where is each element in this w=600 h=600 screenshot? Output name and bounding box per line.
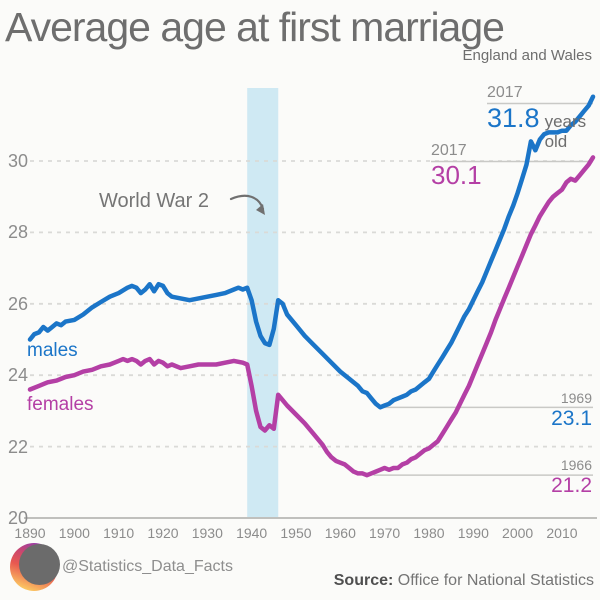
x-axis-tick-2010: 2010: [546, 525, 578, 541]
annotation-males-min-year: 1969: [560, 390, 592, 406]
x-axis-tick-1940: 1940: [236, 525, 268, 541]
x-axis-tick-2000: 2000: [502, 525, 534, 541]
x-axis-tick-1910: 1910: [103, 525, 135, 541]
ww2-arrowhead-icon: [256, 204, 265, 215]
x-axis-tick-1970: 1970: [369, 525, 401, 541]
line-females: [27, 155, 596, 478]
annotation-females-min-year: 1966: [560, 457, 592, 473]
y-axis-tick-26: 26: [7, 293, 28, 314]
x-axis-tick-1980: 1980: [413, 525, 445, 541]
logo-inner-disc: [19, 544, 60, 585]
annotation-males-2017-value: 31.8: [487, 103, 540, 133]
y-axis-tick-24: 24: [7, 365, 28, 386]
annotation-males-min: 1969 23.1: [551, 391, 592, 430]
statistics-data-facts-logo-icon: [10, 543, 60, 591]
source-credit: Source: Office for National Statistics: [334, 572, 594, 590]
y-axis-tick-30: 30: [7, 151, 28, 171]
x-axis-tick-1950: 1950: [280, 525, 312, 541]
y-axis-tick-22: 22: [7, 436, 28, 457]
ww2-annotation-label: World War 2: [99, 190, 210, 212]
social-handle: @Statistics_Data_Facts: [62, 558, 233, 575]
x-axis-tick-1990: 1990: [457, 525, 489, 541]
annotation-females-2017: 2017 30.1: [431, 143, 482, 189]
x-axis-tick-1920: 1920: [147, 525, 179, 541]
annotation-females-2017-year: 2017: [431, 142, 467, 159]
annotation-females-min-value: 21.2: [551, 474, 592, 497]
y-axis-tick-20: 20: [7, 508, 28, 528]
annotation-males-2017: 2017 31.8 years old: [487, 85, 600, 152]
source-label: Source:: [333, 572, 394, 589]
series-label-males: males: [27, 340, 78, 361]
annotation-males-2017-suffix: years old: [544, 112, 587, 151]
x-axis-tick-1960: 1960: [324, 525, 356, 541]
annotation-females-min: 1966 21.2: [551, 458, 592, 497]
line-males: [27, 94, 596, 410]
x-axis-tick-1930: 1930: [191, 525, 223, 541]
y-axis-tick-28: 28: [7, 222, 28, 243]
source-text: Office for National Statistics: [393, 572, 594, 589]
annotation-males-min-value: 23.1: [551, 407, 592, 430]
chart-subtitle: England and Wales: [462, 47, 592, 64]
page-title: Average age at first marriage: [5, 4, 505, 50]
series-label-females: females: [27, 394, 94, 415]
annotation-females-2017-value: 30.1: [431, 160, 482, 190]
x-axis-tick-1890: 1890: [14, 525, 46, 541]
x-axis-tick-1900: 1900: [58, 525, 90, 541]
annotation-males-2017-year: 2017: [487, 84, 523, 101]
